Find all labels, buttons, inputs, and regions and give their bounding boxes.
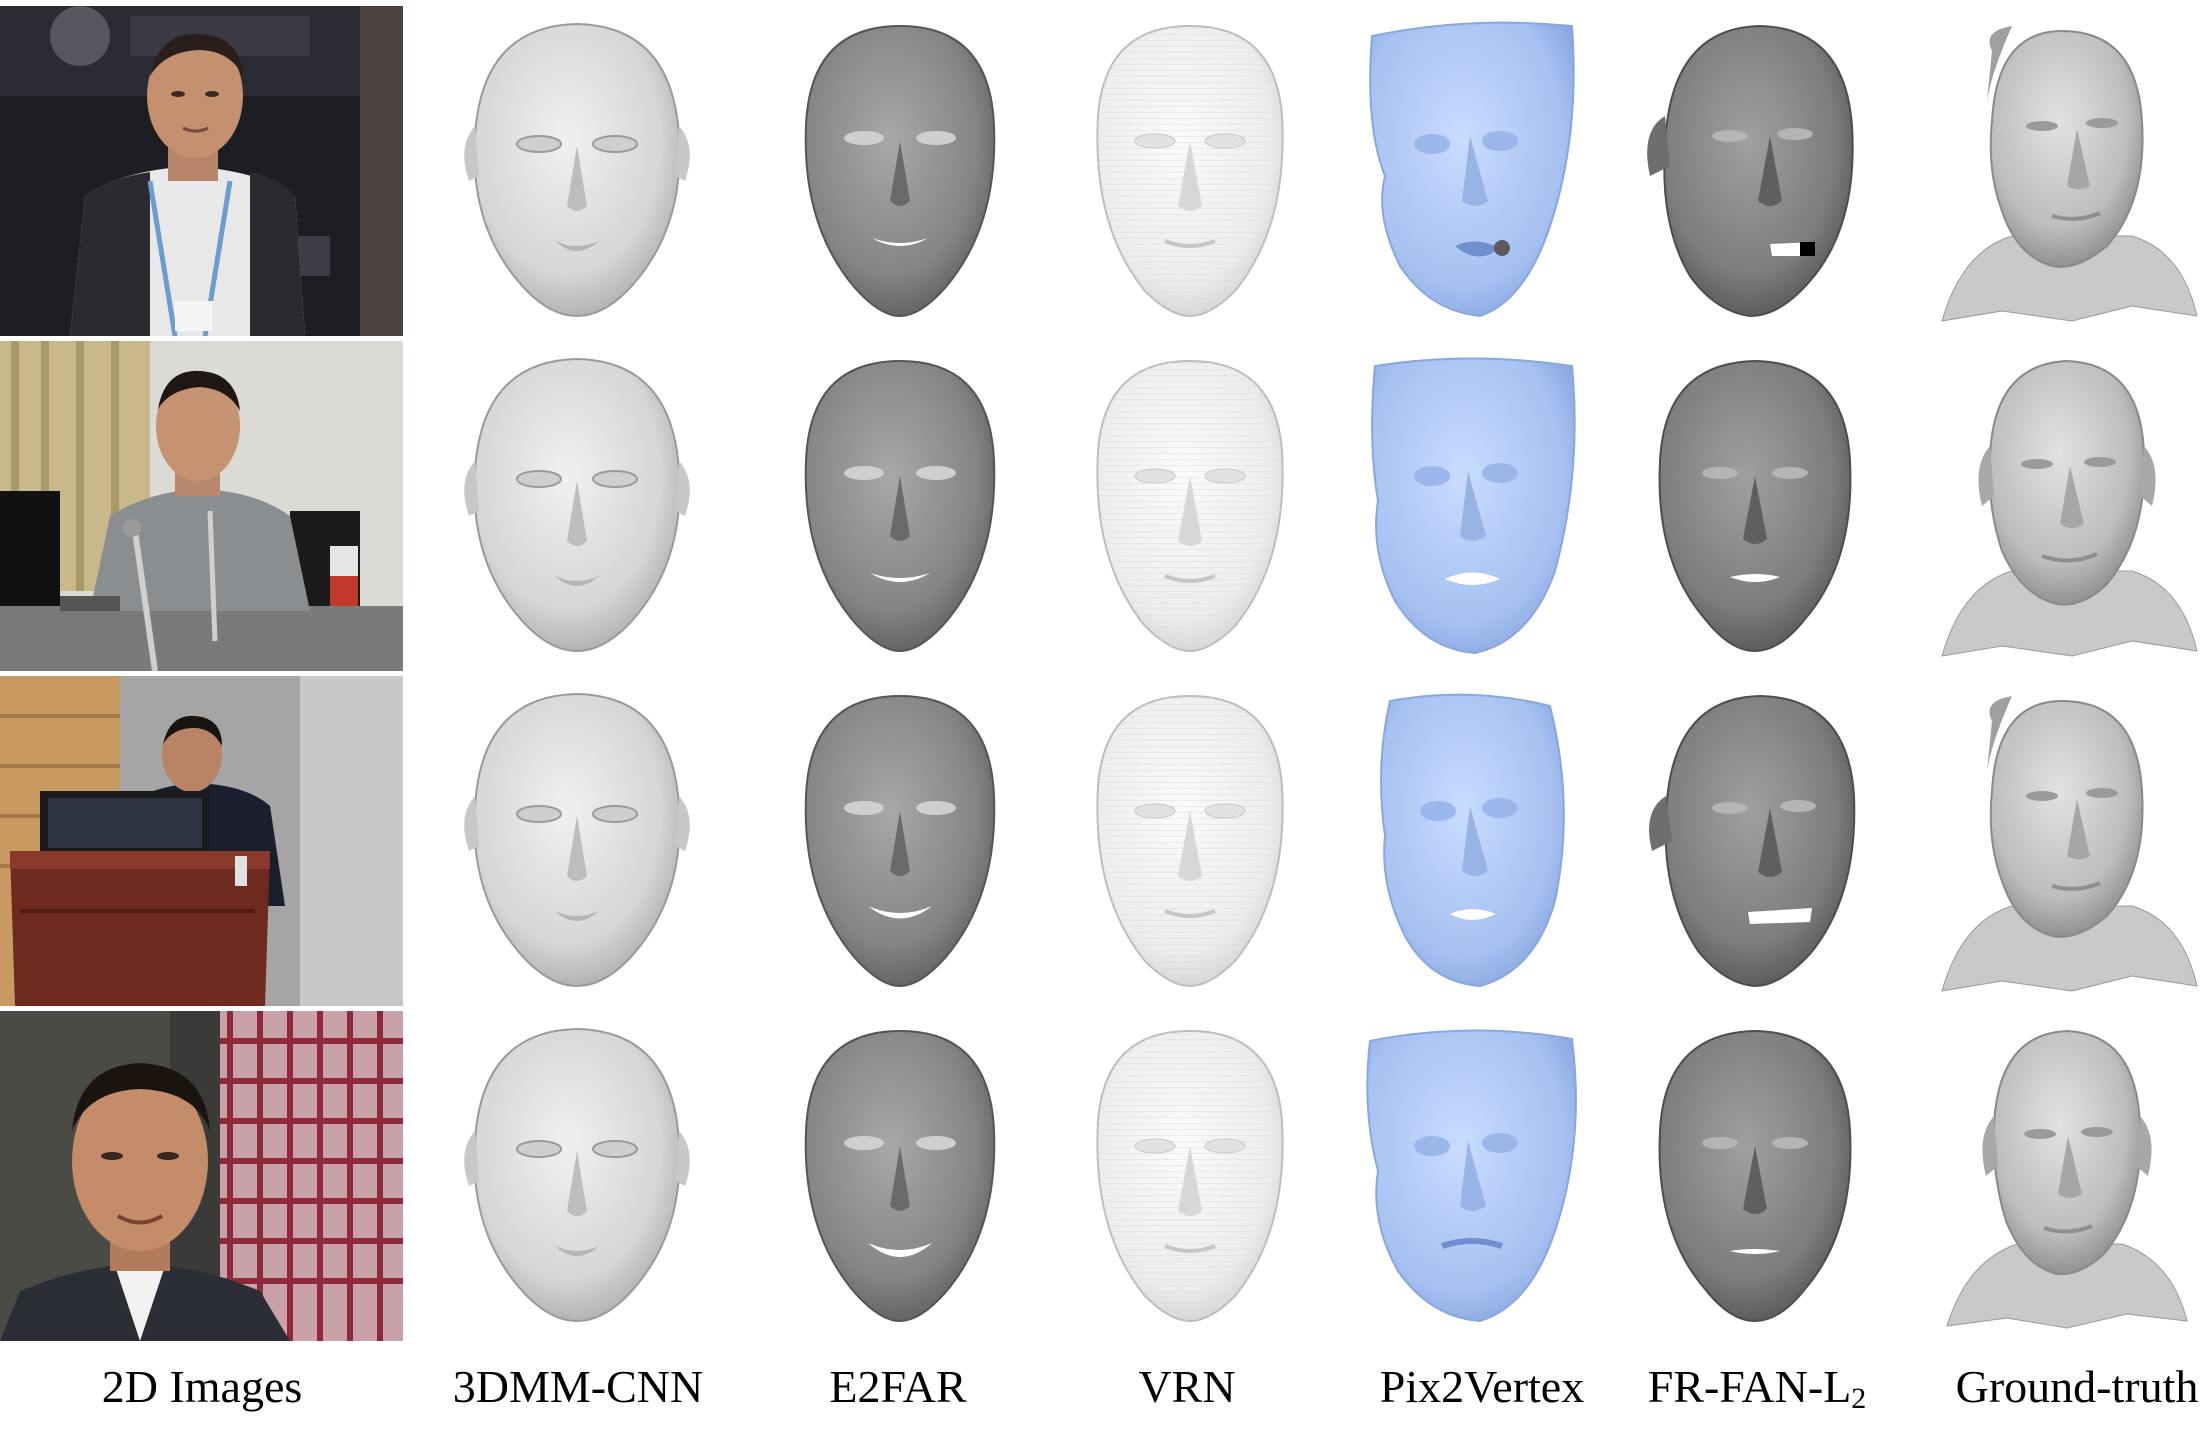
face-frfan-row-3 bbox=[1620, 676, 1890, 1006]
label-2d-images: 2D Images bbox=[101, 1361, 303, 1412]
label-fr-fan-subscript: 2 bbox=[1851, 1382, 1867, 1415]
face-gt-row-2 bbox=[1925, 341, 2209, 671]
label-pix2vertex: Pix2Vertex bbox=[1379, 1361, 1585, 1412]
face-3dmm-row-1 bbox=[432, 6, 722, 336]
face-frfan-row-2 bbox=[1620, 341, 1890, 671]
column-pix2vertex bbox=[1340, 6, 1600, 1342]
column-vrn bbox=[1050, 6, 1330, 1342]
face-3dmm-row-2 bbox=[432, 341, 722, 671]
face-pix2vertex-row-3 bbox=[1340, 676, 1600, 1006]
label-e2far: E2FAR bbox=[829, 1361, 967, 1412]
face-frfan-row-1 bbox=[1620, 6, 1890, 336]
photo-row-4 bbox=[0, 1011, 403, 1341]
photo-column bbox=[0, 6, 403, 1342]
face-e2far-row-4 bbox=[760, 1011, 1040, 1341]
face-gt-row-4 bbox=[1925, 1011, 2209, 1341]
figure-grid bbox=[0, 6, 2209, 1342]
face-e2far-row-2 bbox=[760, 341, 1040, 671]
face-pix2vertex-row-4 bbox=[1340, 1011, 1600, 1341]
face-vrn-row-4 bbox=[1050, 1011, 1330, 1341]
photo-row-3 bbox=[0, 676, 403, 1006]
column-ground-truth bbox=[1925, 6, 2209, 1342]
column-e2far bbox=[760, 6, 1040, 1342]
face-vrn-row-2 bbox=[1050, 341, 1330, 671]
face-gt-row-3 bbox=[1925, 676, 2209, 1006]
label-fr-fan-main: FR-FAN-L bbox=[1647, 1361, 1852, 1412]
label-3dmm-cnn: 3DMM-CNN bbox=[452, 1361, 704, 1412]
photo-row-1 bbox=[0, 6, 403, 336]
label-fr-fan-l2: FR-FAN-L2 bbox=[1648, 1352, 1867, 1434]
face-3dmm-row-4 bbox=[432, 1011, 722, 1341]
face-3dmm-row-3 bbox=[432, 676, 722, 1006]
face-pix2vertex-row-1 bbox=[1340, 6, 1600, 336]
face-vrn-row-1 bbox=[1050, 6, 1330, 336]
column-fr-fan-l2 bbox=[1620, 6, 1890, 1342]
label-vrn: VRN bbox=[1138, 1361, 1236, 1412]
face-e2far-row-1 bbox=[760, 6, 1040, 336]
label-ground-truth: Ground-truth bbox=[1955, 1361, 2199, 1412]
face-vrn-row-3 bbox=[1050, 676, 1330, 1006]
photo-row-2 bbox=[0, 341, 403, 671]
face-e2far-row-3 bbox=[760, 676, 1040, 1006]
face-frfan-row-4 bbox=[1620, 1011, 1890, 1341]
column-labels: 2D Images 3DMM-CNN E2FAR VRN Pix2Vertex … bbox=[0, 1352, 2209, 1422]
face-gt-row-1 bbox=[1925, 6, 2209, 336]
face-pix2vertex-row-2 bbox=[1340, 341, 1600, 671]
column-3dmm-cnn bbox=[432, 6, 722, 1342]
